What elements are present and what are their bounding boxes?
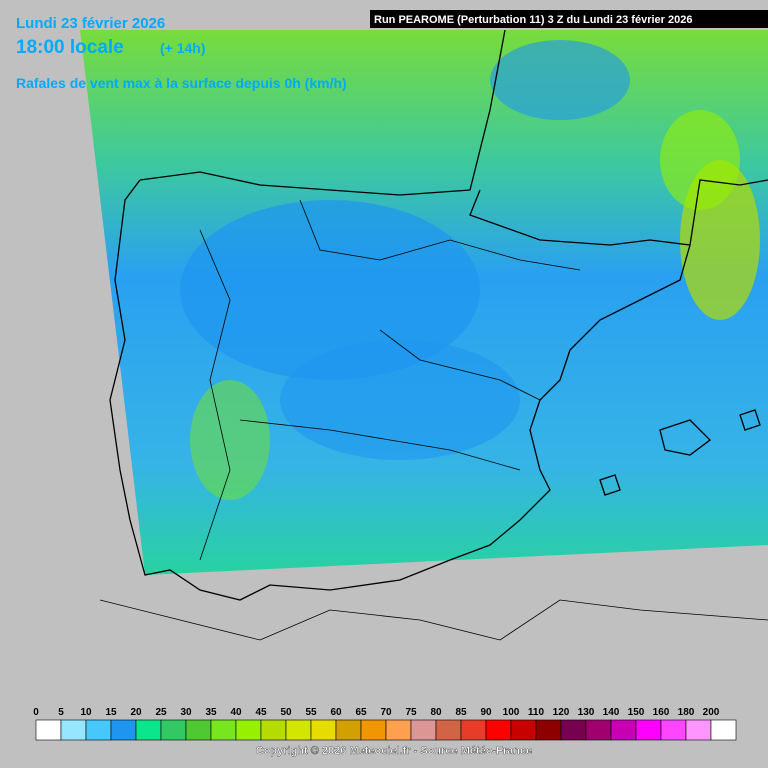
legend-swatch: [35, 719, 62, 741]
copyright: Copyright © 2026 Meteociel.fr - Source M…: [256, 745, 532, 757]
legend-swatch: [435, 719, 462, 741]
legend-swatch: [385, 719, 412, 741]
legend-swatch: [310, 719, 337, 741]
coastline: [109, 29, 768, 601]
legend-label: 120: [553, 707, 570, 718]
offset: (+ 14h): [160, 40, 206, 56]
legend-swatch: [410, 719, 437, 741]
legend-label: 80: [430, 707, 442, 718]
run: Run PEAROME (Perturbation 11) 3 Z du Lun…: [374, 14, 692, 26]
field-area: [660, 110, 740, 210]
legend-label: 85: [455, 707, 467, 718]
field-area: [180, 200, 480, 380]
borders: [99, 199, 768, 641]
legend-label: 15: [105, 707, 117, 718]
legend-label: 10: [80, 707, 92, 718]
legend-label: 140: [603, 707, 620, 718]
legend-swatch: [85, 719, 112, 741]
parameter: Rafales de vent max à la surface depuis …: [16, 75, 347, 91]
legend-label: 20: [130, 707, 142, 718]
legend-label: 65: [355, 707, 367, 718]
legend-label: 5: [58, 707, 64, 718]
field-area: [490, 40, 630, 120]
legend-label: 110: [528, 707, 545, 718]
legend-swatch: [360, 719, 387, 741]
date: Lundi 23 février 2026: [16, 15, 165, 32]
legend-swatch: [110, 719, 137, 741]
legend: 0 5 10 15 20 25 30 35 40 45 50 55 60 65 70 75 80 85 90 100 1…: [33, 707, 737, 741]
legend-swatch: [710, 719, 737, 741]
legend-label: 55: [305, 707, 317, 718]
legend-swatch: [260, 719, 287, 741]
legend-label: 40: [230, 707, 242, 718]
legend-label: 180: [678, 707, 695, 718]
islands: [599, 409, 761, 496]
legend-swatch: [635, 719, 662, 741]
legend-label: 35: [205, 707, 217, 718]
legend-swatch: [185, 719, 212, 741]
legend-label: 30: [180, 707, 192, 718]
legend-swatch: [135, 719, 162, 741]
field-area: [190, 380, 270, 500]
legend-label: 70: [380, 707, 392, 718]
legend-swatch: [235, 719, 262, 741]
legend-label: 150: [628, 707, 645, 718]
legend-swatch: [510, 719, 537, 741]
legend-label: 60: [330, 707, 342, 718]
legend-label: 200: [703, 707, 720, 718]
time: 18:00 locale: [16, 37, 124, 58]
legend-swatch: [535, 719, 562, 741]
legend-label: 160: [653, 707, 670, 718]
legend-swatch: [485, 719, 512, 741]
legend-label: 0: [33, 707, 39, 718]
legend-label: 90: [480, 707, 492, 718]
coastlines: [99, 29, 768, 641]
legend-swatch: [335, 719, 362, 741]
legend-label: 130: [578, 707, 595, 718]
legend-swatch: [585, 719, 612, 741]
legend-swatch: [560, 719, 587, 741]
legend-swatch: [660, 719, 687, 741]
legend-label: 75: [405, 707, 417, 718]
legend-label: 25: [155, 707, 167, 718]
legend-swatch: [210, 719, 237, 741]
run-banner: [370, 10, 768, 28]
legend-swatch: [460, 719, 487, 741]
legend-swatch: [60, 719, 87, 741]
legend-swatch: [160, 719, 187, 741]
legend-label: 100: [503, 707, 520, 718]
legend-swatch: [685, 719, 712, 741]
legend-swatch: [610, 719, 637, 741]
legend-label: 50: [280, 707, 292, 718]
legend-swatch: [285, 719, 312, 741]
legend-label: 45: [255, 707, 267, 718]
